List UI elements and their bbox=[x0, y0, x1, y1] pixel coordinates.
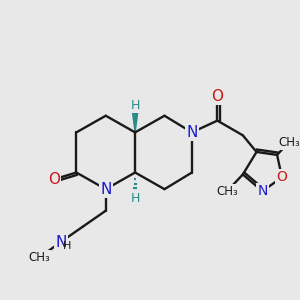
Text: N: N bbox=[186, 125, 198, 140]
Text: CH₃: CH₃ bbox=[216, 184, 238, 198]
Text: O: O bbox=[48, 172, 60, 187]
Text: H: H bbox=[63, 241, 72, 251]
Text: H: H bbox=[130, 193, 140, 206]
Text: CH₃: CH₃ bbox=[28, 251, 50, 264]
Text: O: O bbox=[212, 89, 224, 104]
Text: CH₃: CH₃ bbox=[278, 136, 300, 149]
Text: N: N bbox=[55, 235, 66, 250]
Text: N: N bbox=[100, 182, 111, 197]
Text: H: H bbox=[130, 99, 140, 112]
Text: N: N bbox=[257, 184, 268, 198]
Text: O: O bbox=[277, 170, 287, 184]
Polygon shape bbox=[132, 106, 139, 132]
